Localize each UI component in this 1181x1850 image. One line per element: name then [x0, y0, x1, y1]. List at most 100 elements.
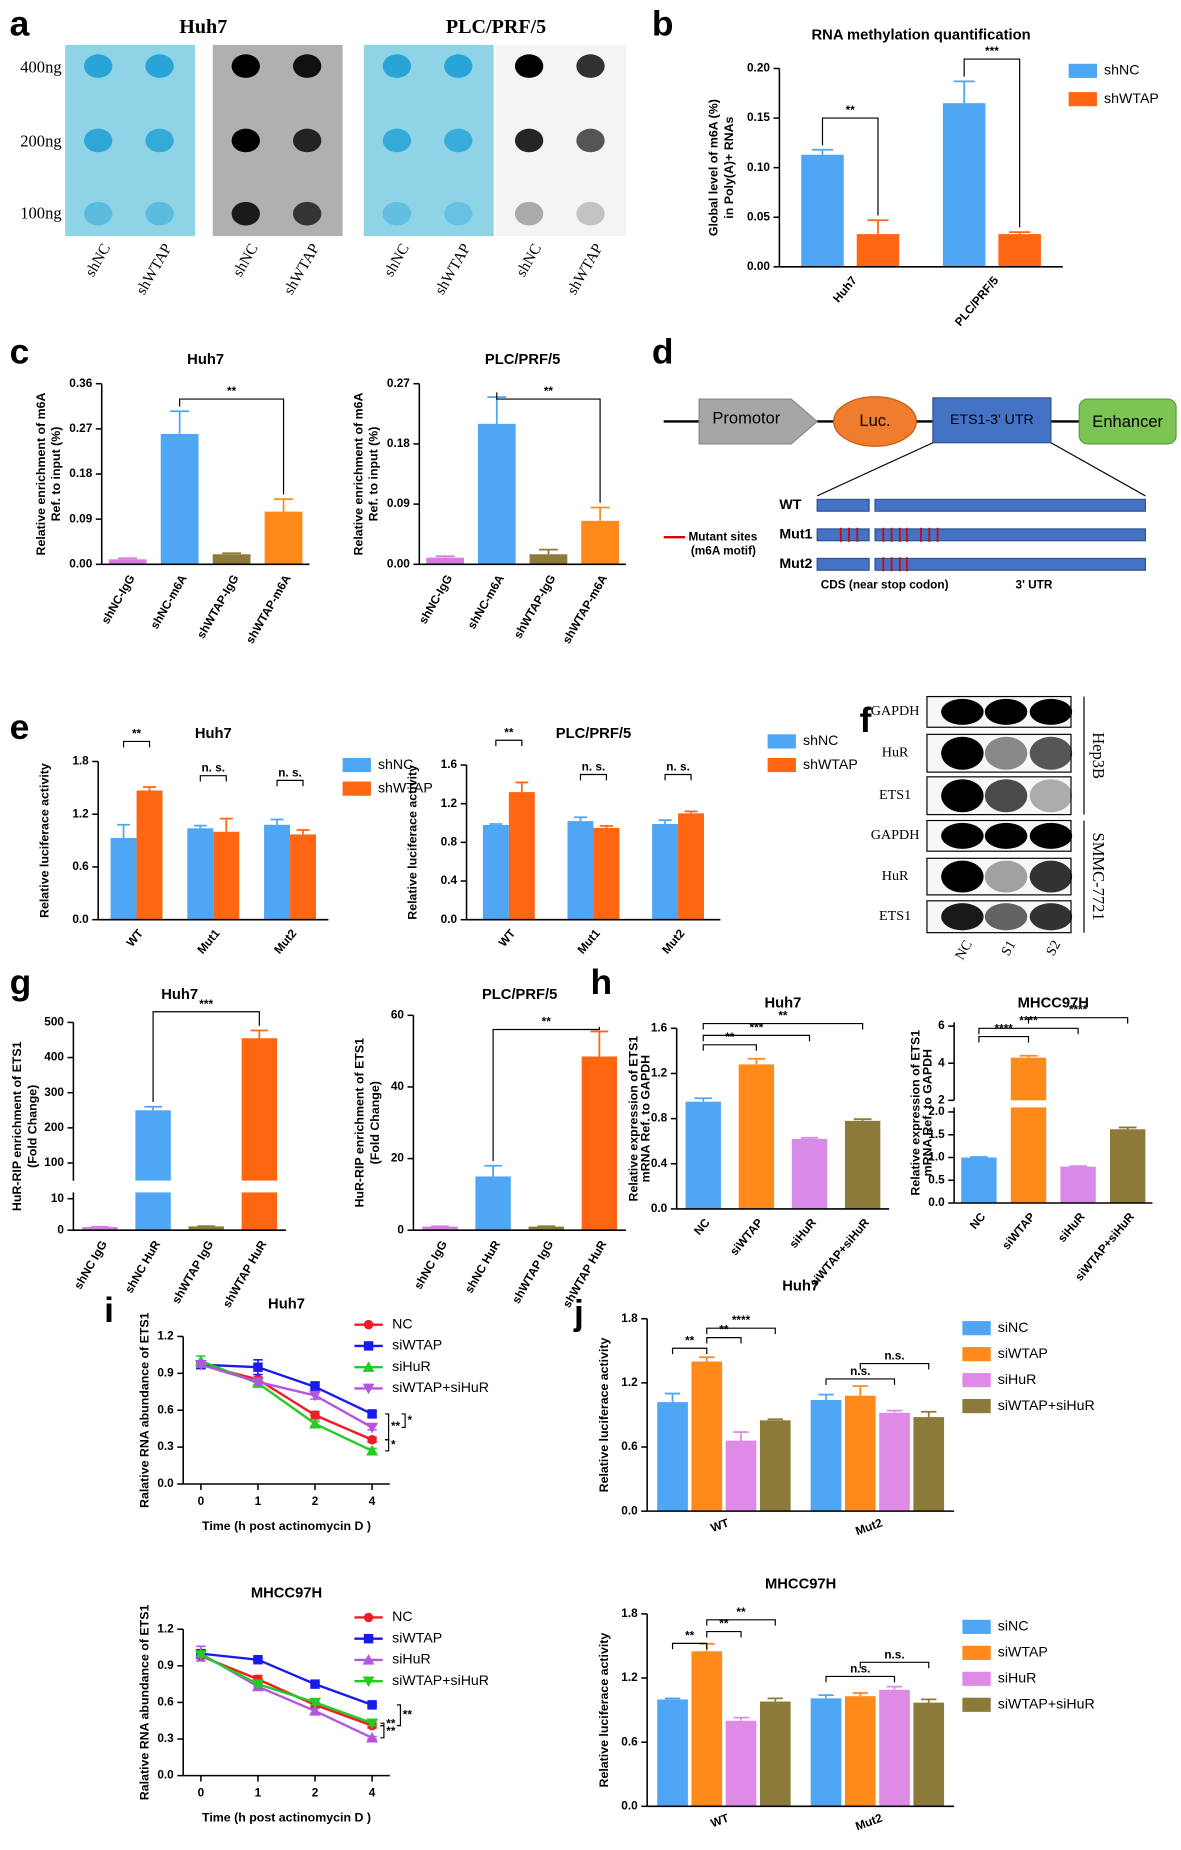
- axis-break: [59, 1180, 286, 1193]
- marker: [310, 1410, 320, 1420]
- error-bar: [270, 818, 284, 825]
- legend-label: shWTAP: [378, 780, 433, 796]
- y-tick-label: 60: [391, 1007, 405, 1021]
- y-tick-label: 0.0: [928, 1195, 945, 1209]
- legend-marker: [363, 1341, 374, 1351]
- y-tick-label: 0.18: [69, 466, 92, 480]
- bar: [108, 559, 147, 565]
- error-bar: [489, 823, 503, 825]
- bar: [791, 1138, 828, 1209]
- blot-dot: [514, 201, 544, 226]
- bar: [810, 1399, 842, 1512]
- legend-label: siWTAP: [998, 1346, 1048, 1362]
- legend-swatch: [1068, 92, 1097, 107]
- series-line: [200, 1363, 373, 1415]
- legend-swatch: [767, 734, 796, 749]
- x-tick-label: 0: [198, 1785, 205, 1799]
- lane-label: shNC: [82, 241, 114, 280]
- bar: [1109, 1129, 1146, 1204]
- cds: [816, 557, 870, 571]
- y-tick-label: 200: [44, 1120, 64, 1134]
- blot-band: [941, 822, 984, 849]
- significance-label: **: [227, 384, 237, 398]
- error-bar: [222, 552, 242, 555]
- cell-line-label: SMMC-7721: [1089, 833, 1108, 921]
- error-bar: [818, 1694, 834, 1699]
- chart-title: Huh7: [268, 1296, 305, 1312]
- error-bar: [573, 816, 587, 822]
- bar: [961, 1157, 997, 1204]
- bar: [136, 790, 163, 920]
- y-tick-label: 0.15: [747, 110, 770, 124]
- blot-band: [1029, 860, 1073, 893]
- blot-band: [941, 779, 984, 813]
- x-tick-label: WT: [496, 926, 519, 950]
- significance-label: n. s.: [278, 765, 302, 779]
- y-tick-label: 0.6: [157, 1402, 174, 1416]
- legend-swatch: [342, 781, 371, 796]
- significance-label: *: [391, 1437, 396, 1451]
- blot-band: [984, 779, 1028, 813]
- x-tick-label: shNC IgG: [411, 1238, 450, 1292]
- significance-label: ****: [732, 1313, 751, 1327]
- legend-label: shNC: [378, 757, 413, 773]
- blot-dot: [231, 201, 260, 226]
- significance-bracket: [706, 1327, 776, 1335]
- x-tick-label: Huh7: [830, 273, 860, 305]
- y-tick-label: 0.5: [928, 1172, 945, 1186]
- chart-title: MHCC97H: [251, 1586, 322, 1602]
- significance-bracket: [821, 117, 879, 216]
- amount-label: 100ng: [20, 204, 61, 223]
- error-bar: [590, 1030, 609, 1057]
- diagram-label: Enhancer: [1092, 412, 1163, 431]
- significance-label: **: [132, 726, 142, 740]
- y-tick-label: 100: [44, 1155, 64, 1169]
- bar: [135, 1110, 171, 1231]
- utr: [874, 498, 1146, 512]
- marker: [309, 1417, 321, 1429]
- error-bar: [767, 1697, 783, 1702]
- lane-label: S1: [998, 938, 1019, 959]
- marker: [309, 1697, 321, 1709]
- promoter-shape: [698, 398, 819, 445]
- blot-band: [984, 698, 1028, 725]
- significance-label: **: [725, 1030, 735, 1044]
- marker: [252, 1679, 264, 1691]
- x-tick-label: shWTAP IgG: [509, 1238, 556, 1306]
- y-tick-label: 0: [57, 1222, 64, 1236]
- panel-label: d: [652, 332, 674, 372]
- y-tick-label: 0.3: [157, 1439, 174, 1453]
- y-axis-label: Global level of m6A (%): [707, 99, 721, 236]
- significance-label: **: [504, 725, 514, 739]
- significance-label: **: [736, 1605, 746, 1619]
- significance-bracket: [401, 1413, 406, 1429]
- bar: [913, 1417, 945, 1512]
- series-line: [200, 1654, 373, 1727]
- y-tick-label: 0.6: [621, 1734, 638, 1748]
- bar: [212, 554, 251, 565]
- legend-label: (m6A motif): [691, 543, 756, 557]
- y-tick-label: 1.2: [651, 1066, 668, 1080]
- blot-dot: [145, 128, 174, 153]
- y-tick-label: 400: [44, 1050, 64, 1064]
- significance-label: n.s.: [884, 1349, 904, 1363]
- significance-label: **: [719, 1617, 729, 1631]
- x-tick-label: WT: [709, 1810, 732, 1830]
- y-tick-label: 1.6: [651, 1020, 668, 1034]
- error-bar: [170, 410, 190, 434]
- bar: [652, 823, 679, 920]
- legend-swatch: [962, 1373, 991, 1388]
- series-line: [200, 1359, 373, 1452]
- error-bar: [658, 819, 672, 824]
- chart-title: Huh7: [161, 987, 198, 1003]
- bar: [678, 813, 705, 920]
- y-tick-label: 0.6: [157, 1695, 174, 1709]
- error-bar: [921, 1410, 937, 1418]
- error-bar: [767, 1418, 783, 1421]
- chart-title: PLC/PRF/5: [485, 352, 560, 368]
- x-tick-label: 4: [369, 1494, 376, 1508]
- legend-label: siWTAP+siHuR: [998, 1398, 1095, 1414]
- amount-label: 200ng: [20, 132, 61, 151]
- significance-bracket: [380, 1725, 385, 1739]
- y-tick-label: 40: [391, 1079, 405, 1093]
